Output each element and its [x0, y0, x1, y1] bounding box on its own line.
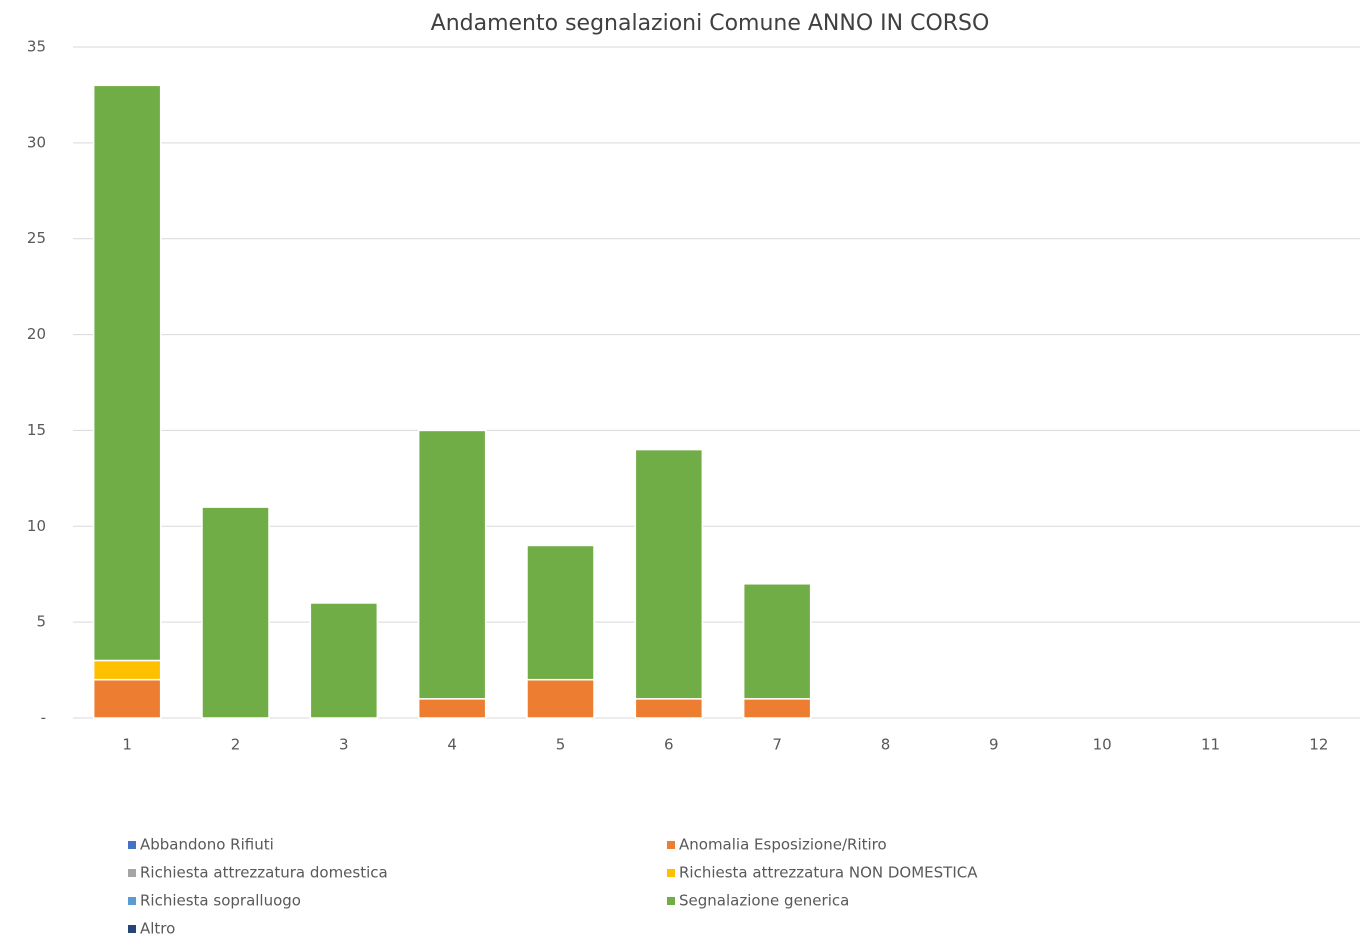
legend-swatch	[128, 869, 136, 877]
x-tick-label: 7	[772, 736, 782, 754]
bar-segment	[526, 544, 595, 681]
chart-title: Andamento segnalazioni Comune ANNO IN CO…	[431, 11, 990, 36]
bar-segment	[742, 583, 812, 700]
x-tick-label: 2	[231, 736, 241, 754]
bar-segment	[526, 678, 595, 719]
bar-segment	[634, 448, 704, 700]
y-tick-label: 25	[27, 229, 46, 247]
legend-label: Segnalazione generica	[679, 892, 849, 910]
legend-label: Altro	[140, 920, 175, 938]
bar-segment	[92, 678, 162, 719]
y-tick-label: 5	[36, 613, 46, 631]
x-tick-label: 5	[556, 736, 566, 754]
x-tick-label: 11	[1201, 736, 1220, 754]
x-tick-label: 9	[989, 736, 999, 754]
legend-swatch	[128, 897, 136, 905]
y-tick-label: 15	[27, 421, 46, 439]
legend-swatch	[667, 869, 675, 877]
legend-label: Richiesta attrezzatura NON DOMESTICA	[679, 864, 978, 882]
bar-segment	[417, 429, 487, 700]
y-tick-label: 35	[27, 38, 46, 56]
legend-label: Anomalia Esposizione/Ritiro	[679, 836, 887, 854]
bar-segment	[634, 698, 704, 719]
bar-segment	[92, 659, 162, 681]
legend-swatch	[128, 925, 136, 933]
bar-segment	[309, 602, 379, 719]
legend-label: Abbandono Rifiuti	[140, 836, 274, 854]
x-tick-label: 12	[1309, 736, 1328, 754]
bar-segment	[92, 84, 162, 662]
y-tick-label: 10	[27, 517, 46, 535]
y-tick-label: 30	[27, 133, 46, 151]
bar-segment	[742, 698, 812, 719]
x-tick-label: 3	[339, 736, 349, 754]
legend-label: Richiesta attrezzatura domestica	[140, 864, 388, 882]
y-tick-label: 20	[27, 325, 46, 343]
bar-segment	[201, 506, 270, 719]
x-tick-label: 4	[447, 736, 457, 754]
bar-segment	[417, 698, 487, 719]
legend-label: Richiesta sopralluogo	[140, 892, 301, 910]
legend-swatch	[667, 897, 675, 905]
legend-swatch	[667, 841, 675, 849]
legend-swatch	[128, 841, 136, 849]
x-tick-label: 6	[664, 736, 674, 754]
x-tick-label: 8	[881, 736, 891, 754]
y-tick-label: -	[41, 709, 46, 727]
x-tick-label: 1	[122, 736, 132, 754]
x-tick-label: 10	[1093, 736, 1112, 754]
